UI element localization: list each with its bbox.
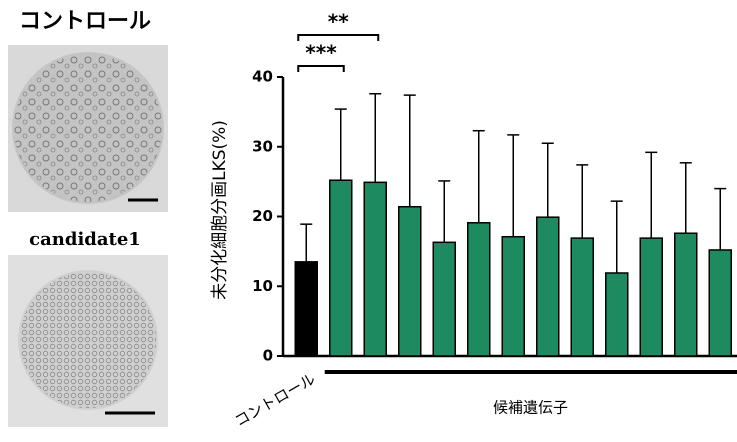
y-tick-label: 30: [252, 137, 273, 155]
panel-title: candidate1: [29, 229, 141, 250]
bar: [709, 250, 731, 356]
bar: [433, 242, 455, 356]
significance-label: ***: [305, 41, 337, 65]
colony-texture: [14, 54, 162, 202]
significance-bracket: [298, 66, 344, 72]
bar: [537, 217, 559, 356]
bar: [364, 182, 386, 356]
bar: [295, 262, 317, 356]
bar: [606, 273, 628, 356]
colony-texture: [20, 272, 156, 408]
figure: コントロール candidate1 未分化細胞分画LKS(%) 0 10 20 30 4…: [0, 0, 737, 442]
significance-label: **: [328, 10, 349, 34]
y-axis-label: 未分化細胞分画LKS(%): [210, 120, 230, 300]
bar: [675, 233, 697, 356]
bar: [571, 238, 593, 356]
panel-title: コントロール: [19, 9, 151, 34]
y-tick-label: 0: [263, 347, 273, 365]
y-tick-label: 40: [252, 68, 273, 86]
bar: [502, 237, 524, 356]
page: コントロール candidate1 未分化細胞分画LKS(%) 0 10 20 30 4…: [0, 0, 737, 442]
y-tick-label: 20: [252, 207, 273, 225]
bar: [640, 238, 662, 356]
x-tick-label: コントロール: [232, 370, 319, 431]
y-tick-label: 10: [252, 277, 273, 295]
group-label: 候補遺伝子: [493, 399, 568, 417]
bar: [330, 180, 352, 356]
bar: [399, 207, 421, 356]
bar: [468, 223, 490, 356]
